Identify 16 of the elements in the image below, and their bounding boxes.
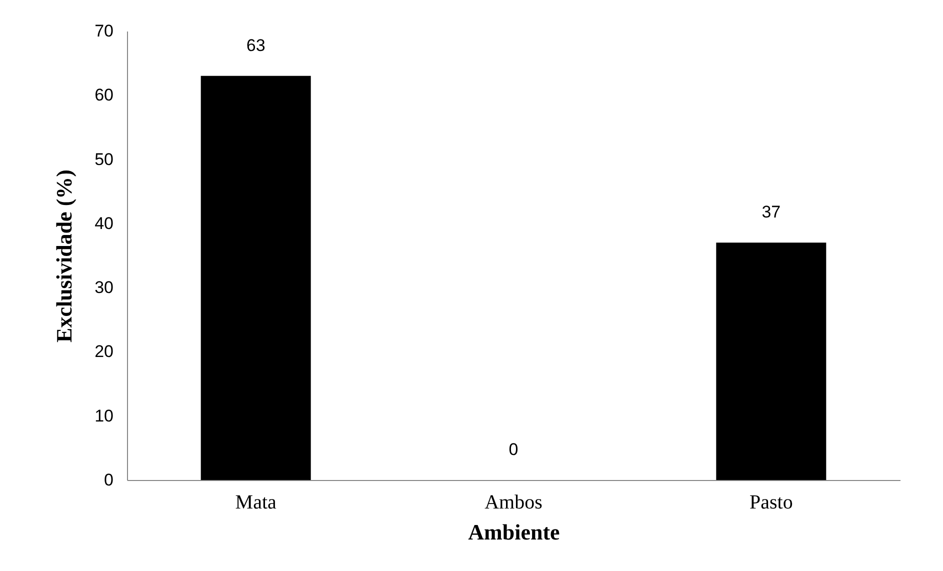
y-tick-label: 40 (94, 214, 114, 233)
x-tick-label: Mata (235, 492, 277, 514)
y-tick-label: 50 (94, 150, 114, 169)
y-tick-label: 60 (94, 86, 114, 105)
y-tick-label: 10 (94, 406, 114, 426)
y-tick-label: 0 (104, 470, 114, 490)
x-tick-label: Pasto (749, 492, 793, 514)
data-label: 37 (762, 202, 781, 222)
x-tick-label: Ambos (484, 492, 543, 514)
y-axis-title: Exclusividade (%) (52, 170, 77, 342)
y-tick-label: 70 (94, 22, 114, 40)
data-label: 63 (246, 36, 266, 55)
y-tick-label: 30 (94, 278, 114, 298)
y-tick-label: 20 (94, 342, 114, 362)
x-axis-title: Ambiente (468, 520, 560, 544)
data-label: 0 (508, 440, 518, 459)
